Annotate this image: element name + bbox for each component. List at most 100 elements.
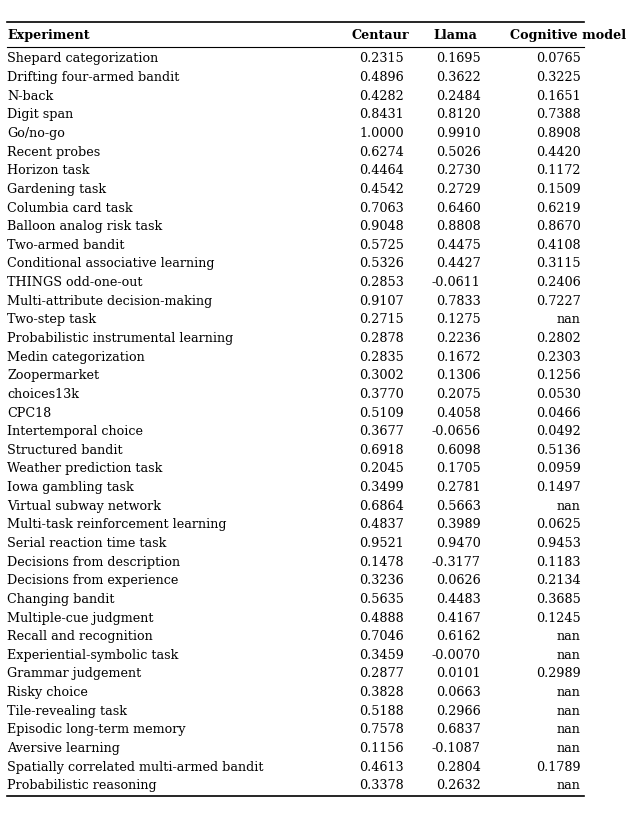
Text: -0.3177: -0.3177 bbox=[432, 556, 481, 569]
Text: 0.7046: 0.7046 bbox=[360, 630, 404, 643]
Text: 0.7388: 0.7388 bbox=[536, 109, 580, 122]
Text: 0.2315: 0.2315 bbox=[360, 52, 404, 65]
Text: 0.2966: 0.2966 bbox=[436, 705, 481, 718]
Text: 0.8670: 0.8670 bbox=[536, 220, 580, 233]
Text: 0.3770: 0.3770 bbox=[360, 388, 404, 401]
Text: 0.1256: 0.1256 bbox=[536, 370, 580, 382]
Text: -0.0070: -0.0070 bbox=[431, 649, 481, 662]
Text: 0.2729: 0.2729 bbox=[436, 183, 481, 196]
Text: Weather prediction task: Weather prediction task bbox=[7, 463, 163, 476]
Text: 0.8908: 0.8908 bbox=[536, 127, 580, 140]
Text: Risky choice: Risky choice bbox=[7, 686, 88, 699]
Text: 0.1497: 0.1497 bbox=[536, 481, 580, 494]
Text: nan: nan bbox=[557, 779, 580, 792]
Text: 0.4475: 0.4475 bbox=[436, 239, 481, 252]
Text: Horizon task: Horizon task bbox=[7, 164, 90, 177]
Text: -0.0656: -0.0656 bbox=[431, 425, 481, 438]
Text: nan: nan bbox=[557, 649, 580, 662]
Text: 0.4483: 0.4483 bbox=[436, 593, 481, 606]
Text: 0.2781: 0.2781 bbox=[436, 481, 481, 494]
Text: 0.4837: 0.4837 bbox=[360, 518, 404, 531]
Text: 0.0101: 0.0101 bbox=[436, 667, 481, 681]
Text: Zoopermarket: Zoopermarket bbox=[7, 370, 99, 382]
Text: Structured bandit: Structured bandit bbox=[7, 444, 123, 457]
Text: 0.6274: 0.6274 bbox=[360, 146, 404, 158]
Text: 0.1172: 0.1172 bbox=[536, 164, 580, 177]
Text: 0.2804: 0.2804 bbox=[436, 761, 481, 774]
Text: 0.2802: 0.2802 bbox=[536, 332, 580, 345]
Text: 1.0000: 1.0000 bbox=[360, 127, 404, 140]
Text: Virtual subway network: Virtual subway network bbox=[7, 499, 161, 512]
Text: CPC18: CPC18 bbox=[7, 406, 51, 419]
Text: 0.3685: 0.3685 bbox=[536, 593, 580, 606]
Text: 0.3378: 0.3378 bbox=[360, 779, 404, 792]
Text: 0.7833: 0.7833 bbox=[436, 295, 481, 308]
Text: 0.2632: 0.2632 bbox=[436, 779, 481, 792]
Text: 0.4282: 0.4282 bbox=[360, 90, 404, 103]
Text: nan: nan bbox=[557, 630, 580, 643]
Text: Experiment: Experiment bbox=[7, 29, 90, 42]
Text: 0.5109: 0.5109 bbox=[360, 406, 404, 419]
Text: Aversive learning: Aversive learning bbox=[7, 742, 120, 755]
Text: 0.9048: 0.9048 bbox=[360, 220, 404, 233]
Text: 0.1156: 0.1156 bbox=[360, 742, 404, 755]
Text: 0.2730: 0.2730 bbox=[436, 164, 481, 177]
Text: Changing bandit: Changing bandit bbox=[7, 593, 115, 606]
Text: 0.2484: 0.2484 bbox=[436, 90, 481, 103]
Text: 0.2236: 0.2236 bbox=[436, 332, 481, 345]
Text: 0.4542: 0.4542 bbox=[359, 183, 404, 196]
Text: Digit span: Digit span bbox=[7, 109, 74, 122]
Text: 0.8808: 0.8808 bbox=[436, 220, 481, 233]
Text: 0.7063: 0.7063 bbox=[360, 202, 404, 215]
Text: Experiential-symbolic task: Experiential-symbolic task bbox=[7, 649, 179, 662]
Text: 0.3002: 0.3002 bbox=[360, 370, 404, 382]
Text: 0.7578: 0.7578 bbox=[359, 723, 404, 736]
Text: 0.2303: 0.2303 bbox=[536, 351, 580, 364]
Text: Decisions from description: Decisions from description bbox=[7, 556, 180, 569]
Text: 0.3236: 0.3236 bbox=[360, 574, 404, 588]
Text: 0.6918: 0.6918 bbox=[360, 444, 404, 457]
Text: 0.1651: 0.1651 bbox=[536, 90, 580, 103]
Text: 0.4167: 0.4167 bbox=[436, 611, 481, 624]
Text: 0.4427: 0.4427 bbox=[436, 258, 481, 270]
Text: 0.6219: 0.6219 bbox=[536, 202, 580, 215]
Text: 0.4108: 0.4108 bbox=[536, 239, 580, 252]
Text: 0.1705: 0.1705 bbox=[436, 463, 481, 476]
Text: Balloon analog risk task: Balloon analog risk task bbox=[7, 220, 163, 233]
Text: 0.1245: 0.1245 bbox=[536, 611, 580, 624]
Text: Probabilistic instrumental learning: Probabilistic instrumental learning bbox=[7, 332, 234, 345]
Text: 0.4613: 0.4613 bbox=[360, 761, 404, 774]
Text: N-back: N-back bbox=[7, 90, 54, 103]
Text: 0.9470: 0.9470 bbox=[436, 537, 481, 550]
Text: 0.8431: 0.8431 bbox=[360, 109, 404, 122]
Text: 0.6837: 0.6837 bbox=[436, 723, 481, 736]
Text: 0.2835: 0.2835 bbox=[359, 351, 404, 364]
Text: Spatially correlated multi-armed bandit: Spatially correlated multi-armed bandit bbox=[7, 761, 264, 774]
Text: 0.2045: 0.2045 bbox=[359, 463, 404, 476]
Text: 0.7227: 0.7227 bbox=[536, 295, 580, 308]
Text: 0.3828: 0.3828 bbox=[360, 686, 404, 699]
Text: 0.0492: 0.0492 bbox=[536, 425, 580, 438]
Text: Gardening task: Gardening task bbox=[7, 183, 106, 196]
Text: 0.2877: 0.2877 bbox=[360, 667, 404, 681]
Text: 0.5188: 0.5188 bbox=[360, 705, 404, 718]
Text: 0.4464: 0.4464 bbox=[360, 164, 404, 177]
Text: 0.9107: 0.9107 bbox=[360, 295, 404, 308]
Text: nan: nan bbox=[557, 313, 580, 326]
Text: nan: nan bbox=[557, 499, 580, 512]
Text: 0.4888: 0.4888 bbox=[360, 611, 404, 624]
Text: Episodic long-term memory: Episodic long-term memory bbox=[7, 723, 186, 736]
Text: 0.9910: 0.9910 bbox=[436, 127, 481, 140]
Text: 0.3225: 0.3225 bbox=[536, 71, 580, 84]
Text: 0.5635: 0.5635 bbox=[359, 593, 404, 606]
Text: nan: nan bbox=[557, 723, 580, 736]
Text: 0.1275: 0.1275 bbox=[436, 313, 481, 326]
Text: nan: nan bbox=[557, 686, 580, 699]
Text: 0.5026: 0.5026 bbox=[436, 146, 481, 158]
Text: Recent probes: Recent probes bbox=[7, 146, 100, 158]
Text: 0.0626: 0.0626 bbox=[436, 574, 481, 588]
Text: Go/no-go: Go/no-go bbox=[7, 127, 65, 140]
Text: Multiple-cue judgment: Multiple-cue judgment bbox=[7, 611, 154, 624]
Text: 0.1789: 0.1789 bbox=[536, 761, 580, 774]
Text: Cognitive model: Cognitive model bbox=[510, 29, 626, 42]
